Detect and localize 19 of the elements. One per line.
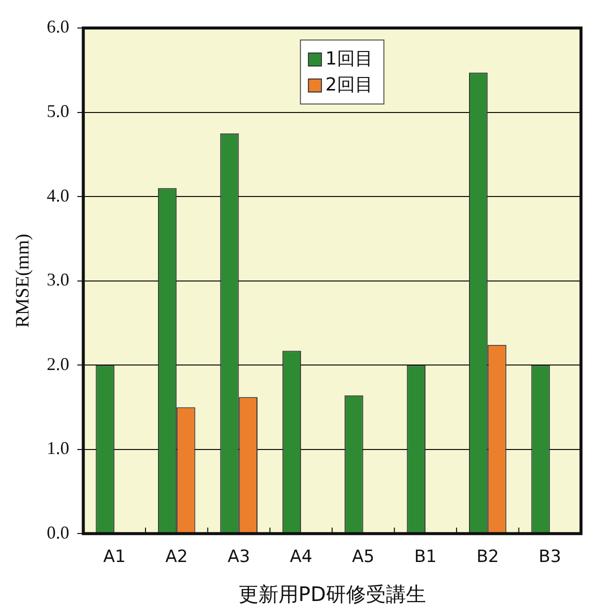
x-tick-label: B3 (538, 547, 562, 568)
y-axis-title: RMSE(mm) (12, 234, 34, 328)
legend-label: 2回目 (325, 74, 373, 96)
x-tick-label: A4 (290, 547, 312, 568)
y-tick-label: 0.0 (46, 522, 70, 542)
y-tick-label: 5.0 (46, 101, 70, 121)
y-tick-label: 4.0 (46, 185, 70, 206)
x-tick-label: B2 (476, 547, 499, 568)
y-tick-label: 6.0 (46, 16, 70, 37)
y-tick-label: 1.0 (46, 438, 70, 458)
y-tick-label: 2.0 (46, 354, 70, 374)
x-tick-label: A3 (228, 547, 250, 568)
y-tick-label: 3.0 (46, 270, 70, 290)
x-tick-label: A2 (165, 547, 188, 568)
x-axis-title: 更新用PD研修受講生 (238, 582, 426, 606)
legend-label: 1回目 (325, 48, 373, 70)
x-tick-label: A5 (352, 547, 374, 568)
x-tick-label: A1 (103, 547, 126, 568)
x-tick-label: B1 (414, 547, 437, 568)
